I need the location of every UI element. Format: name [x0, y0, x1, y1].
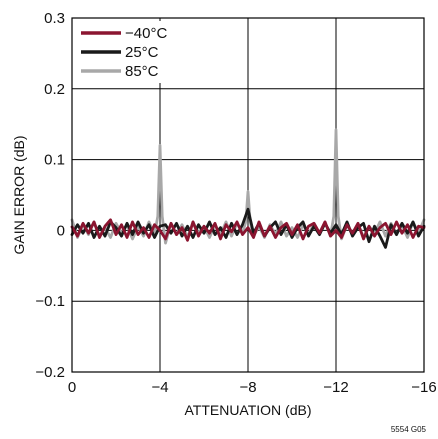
plot-frame: [71, 17, 425, 373]
series-line-0: [70, 218, 426, 242]
figure-code: 5554 G05: [391, 425, 427, 434]
y-tick-labels: −0.2 −0.1 0 0.1 0.2 0.3: [35, 10, 65, 381]
x-tick-label: −12: [323, 379, 348, 396]
y-tick-label: −0.2: [35, 364, 65, 381]
x-tick-label: −16: [411, 379, 436, 396]
legend-label: −40°C: [125, 25, 167, 42]
legend: −40°C 25°C 85°C: [76, 21, 196, 83]
legend-label: 85°C: [125, 63, 159, 80]
series-lines: [70, 128, 426, 249]
x-tick-labels: 0 −4 −8 −12 −16: [68, 379, 437, 396]
y-axis-title: GAIN ERROR (dB): [11, 135, 27, 254]
y-tick-label: 0: [57, 222, 65, 239]
x-tick-label: 0: [68, 379, 76, 396]
y-tick-label: 0.3: [44, 10, 65, 27]
x-axis-title: ATTENUATION (dB): [184, 402, 311, 418]
y-tick-label: 0.1: [44, 152, 65, 169]
y-tick-label: −0.1: [35, 293, 65, 310]
legend-label: 25°C: [125, 44, 159, 61]
x-tick-label: −4: [151, 379, 168, 396]
x-tick-label: −8: [239, 379, 256, 396]
y-tick-label: 0.2: [44, 81, 65, 98]
